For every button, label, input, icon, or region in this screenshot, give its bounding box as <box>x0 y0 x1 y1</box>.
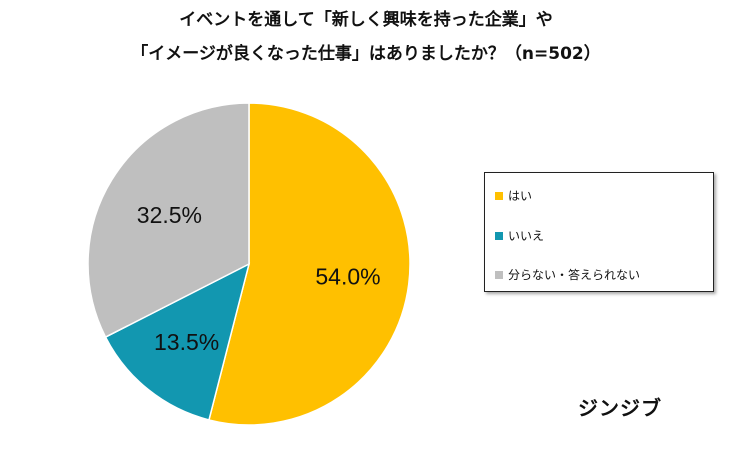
data-label-yes: 54.0% <box>315 264 380 290</box>
pie-slice-no <box>104 262 251 421</box>
chart-legend: はい いいえ 分らない・答えられない <box>484 172 714 292</box>
chart-title-line-2: 「イメージが良くなった仕事」はありましたか？（n=502） <box>131 44 601 64</box>
data-label-unknown: 32.5% <box>137 202 202 228</box>
legend-item-yes: はい <box>495 187 532 204</box>
data-label-no: 13.5% <box>154 329 219 355</box>
pie-data-labels: 54.0% 13.5% 32.5% <box>137 202 381 355</box>
legend-swatch-yes <box>495 191 503 200</box>
legend-item-unknown: 分らない・答えられない <box>495 266 640 283</box>
legend-label-no: いいえ <box>508 229 545 243</box>
legend-label-yes: はい <box>508 189 533 203</box>
legend-swatch-no <box>495 231 503 240</box>
legend-item-no: いいえ <box>495 227 544 244</box>
legend-label-unknown: 分らない・答えられない <box>508 268 641 282</box>
chart-title-line-1: イベントを通して「新しく興味を持った企業」や <box>179 10 553 30</box>
pie-slices <box>87 102 411 426</box>
pie-slice-yes <box>208 102 411 426</box>
pie-slice-unknown <box>87 102 250 339</box>
legend-swatch-unknown <box>495 270 503 279</box>
brand-logo-text: ジンジブ <box>578 396 662 420</box>
